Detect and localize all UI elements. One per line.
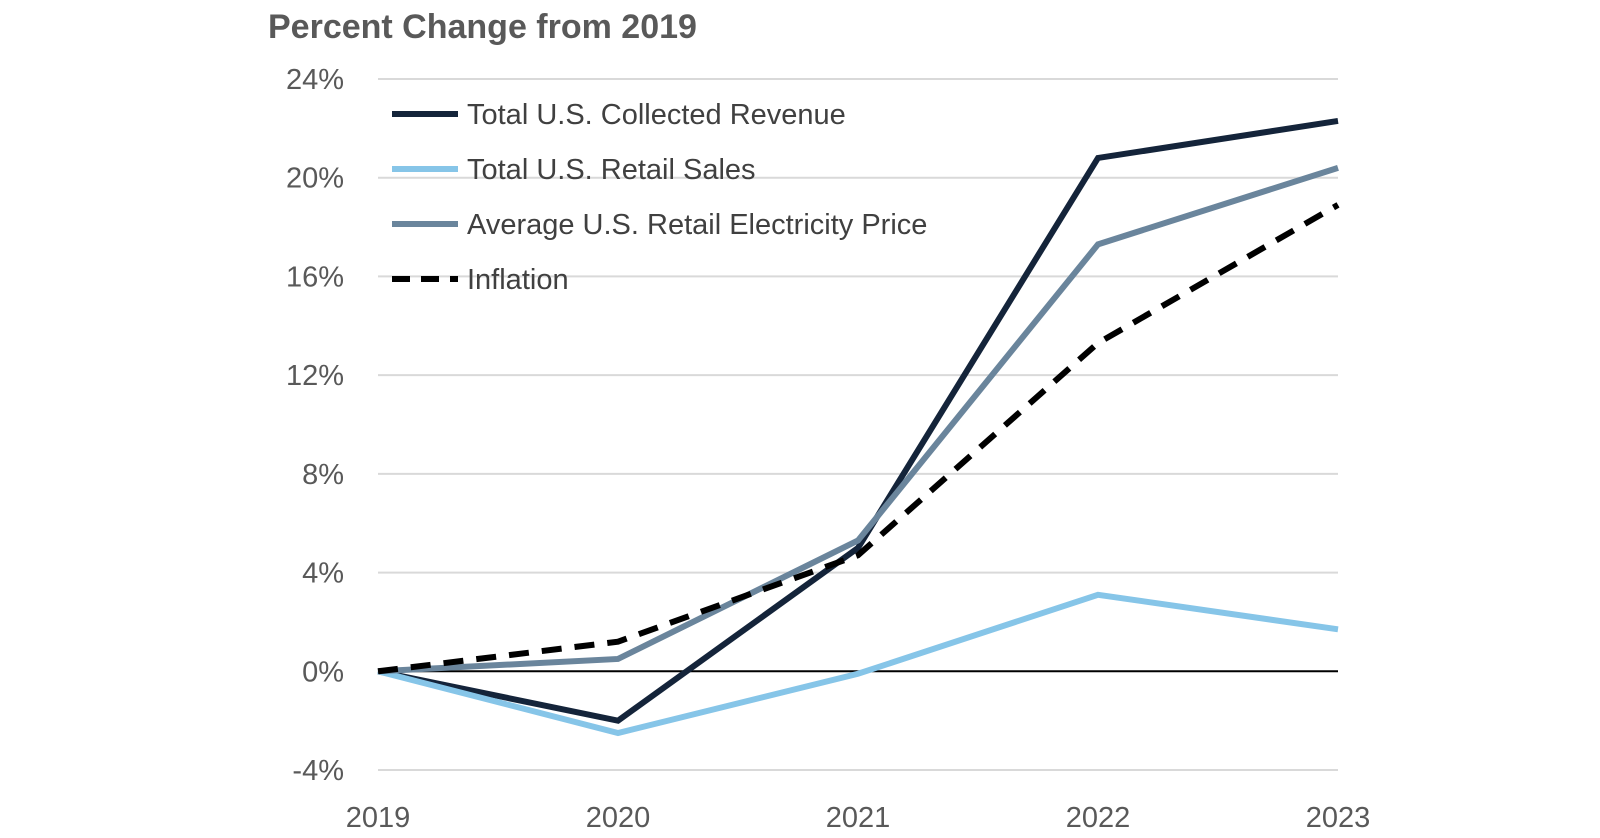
y-tick-label: 12% (286, 360, 344, 392)
y-tick-label: 24% (286, 64, 344, 96)
y-tick-label: 8% (302, 459, 344, 491)
x-tick-label: 2022 (1066, 802, 1131, 834)
y-tick-label: 16% (286, 261, 344, 293)
legend-label: Total U.S. Retail Sales (467, 154, 756, 186)
x-tick-label: 2023 (1306, 802, 1371, 834)
x-tick-label: 2020 (586, 802, 651, 834)
legend: Total U.S. Collected Revenue Total U.S. R… (392, 99, 927, 296)
legend-label: Inflation (467, 264, 569, 296)
y-tick-label: 0% (302, 656, 344, 688)
chart-title: Percent Change from 2019 (268, 8, 697, 46)
series-line-3 (377, 164, 1339, 675)
y-tick-label: 4% (302, 558, 344, 590)
x-tick-label: 2021 (826, 802, 891, 834)
series-lines (377, 117, 1340, 737)
gridlines (378, 78, 1338, 771)
y-tick-label: 20% (286, 163, 344, 195)
legend-label: Average U.S. Retail Electricity Price (467, 209, 927, 241)
legend-label: Total U.S. Collected Revenue (467, 99, 846, 131)
axes: -4% 0% 4% 8% 12% 16% 20% 24% 2019 2020 2021 2022 202… (286, 64, 1370, 834)
x-tick-label: 2019 (346, 802, 411, 834)
y-tick-label: -4% (292, 755, 344, 787)
